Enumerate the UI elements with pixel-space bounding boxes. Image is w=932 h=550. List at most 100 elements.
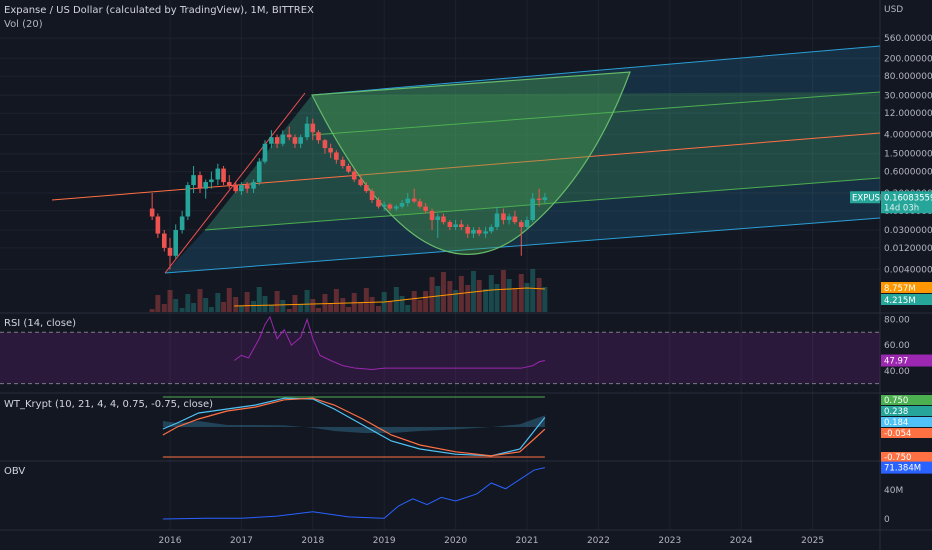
- price-tick-label: 12.00000000: [884, 109, 932, 119]
- volume-bar: [387, 301, 393, 312]
- volume-bar: [476, 280, 482, 312]
- volume-bar: [238, 306, 244, 312]
- symbol-tag-bg: [850, 191, 880, 204]
- candle-body: [453, 224, 458, 227]
- time-tick-label: 2017: [230, 536, 253, 546]
- volume-bar: [494, 284, 500, 312]
- obv-label: OBV: [4, 466, 26, 477]
- rsi-tick-label: 80.00: [884, 315, 910, 325]
- price-tick-label: 80.00000000: [884, 72, 932, 82]
- candle-body: [447, 222, 453, 227]
- candle-body: [394, 206, 399, 209]
- candle-body: [542, 197, 548, 200]
- candle-body: [203, 182, 208, 189]
- volume-bar: [346, 307, 351, 312]
- price-tick-label: 0.00400000: [884, 265, 932, 275]
- wt-tag-bg: [881, 428, 932, 438]
- price-axis[interactable]: USD 560.00000000 200.00000000 80.00000000 30…: [850, 5, 932, 525]
- pitchfork-drawings: [51, 45, 881, 274]
- time-tick-label: 2020: [444, 536, 467, 546]
- candle-body: [233, 185, 238, 192]
- volume-bar: [274, 291, 280, 312]
- volume-bar: [203, 298, 209, 312]
- candle-body: [381, 204, 387, 207]
- volume-ma-line: [234, 287, 545, 307]
- obv-last-tag: 71.384M: [884, 464, 921, 474]
- volume-last-tag-bg: [881, 294, 932, 305]
- volume-bar: [542, 287, 548, 312]
- wt-tag: 0.184: [884, 418, 908, 428]
- candle-body: [274, 137, 280, 144]
- candle-body: [465, 226, 471, 234]
- candle-body: [322, 140, 328, 149]
- channel-mid-high-line: [311, 91, 881, 136]
- rsi-last-tag-bg: [881, 354, 932, 367]
- candle-body: [483, 231, 488, 234]
- candle-body: [429, 210, 435, 221]
- candle-body: [304, 123, 310, 138]
- volume-bar: [393, 287, 399, 312]
- volume-bar: [447, 281, 453, 312]
- volume-bar: [488, 275, 494, 312]
- volume-bar: [161, 304, 167, 312]
- candlesticks: [149, 116, 548, 270]
- volume-bar: [483, 289, 489, 312]
- candle-body: [221, 168, 226, 183]
- candle-body: [226, 182, 232, 186]
- volume-bar: [179, 308, 185, 312]
- candle-body: [494, 213, 500, 227]
- volume-bar: [440, 272, 446, 312]
- price-tick-label: 30.00000000: [884, 91, 932, 101]
- rsi-line: [233, 315, 545, 370]
- wt-tag: -0.054: [884, 429, 911, 439]
- volume-bar: [506, 279, 512, 312]
- volume-bar: [298, 304, 304, 312]
- handle-line: [164, 92, 306, 274]
- candle-body: [328, 148, 333, 153]
- wt-histogram: [162, 415, 545, 433]
- wt-label: WT_Krypt (10, 21, 4, 4, 0.75, -0.75, clo…: [4, 399, 214, 410]
- candle-body: [292, 137, 298, 144]
- volume-bar: [280, 300, 286, 312]
- time-axis[interactable]: 2016 2017 2018 2019 2020 2021 2022 2023 2024 2025: [159, 536, 825, 546]
- candle-body: [340, 159, 346, 166]
- candle-body: [387, 204, 393, 209]
- candle-body: [256, 161, 262, 183]
- volume-bar: [375, 306, 381, 312]
- candle-body: [524, 220, 530, 227]
- wt-tag-bg: [881, 417, 932, 427]
- wt-tag-bg: [881, 395, 932, 405]
- candle-body: [179, 216, 185, 230]
- candle-body: [351, 171, 357, 180]
- candle-body: [251, 182, 256, 189]
- wt-tag: 0.750: [884, 396, 908, 406]
- obv-line: [162, 467, 545, 520]
- candle-body: [399, 202, 405, 207]
- candle-body: [364, 185, 369, 192]
- candle-body: [262, 143, 268, 162]
- volume-bar: [328, 303, 334, 312]
- candle-body: [149, 208, 155, 217]
- time-tick-label: 2023: [658, 536, 681, 546]
- volume-bar: [233, 297, 239, 312]
- candle-body: [185, 185, 191, 217]
- volume-label: Vol (20): [4, 19, 43, 30]
- volume-bar: [208, 307, 214, 312]
- wt-tag: 0.238: [884, 407, 908, 417]
- rsi-band: [0, 332, 880, 384]
- volume-bar: [251, 301, 257, 312]
- volume-ma-tag-bg: [881, 282, 932, 293]
- time-tick-label: 2022: [587, 536, 610, 546]
- volume-bar: [369, 297, 375, 312]
- volume-ma-tag: 8.757M: [884, 284, 916, 294]
- volume-bar: [310, 299, 316, 312]
- volume-bar: [405, 305, 411, 312]
- volume-bar: [149, 309, 155, 312]
- candle-body: [530, 198, 536, 221]
- candle-body: [358, 179, 363, 186]
- volume-bar: [215, 293, 221, 312]
- time-tick-label: 2024: [730, 536, 753, 546]
- price-tick-label: 4.00000000: [884, 131, 932, 141]
